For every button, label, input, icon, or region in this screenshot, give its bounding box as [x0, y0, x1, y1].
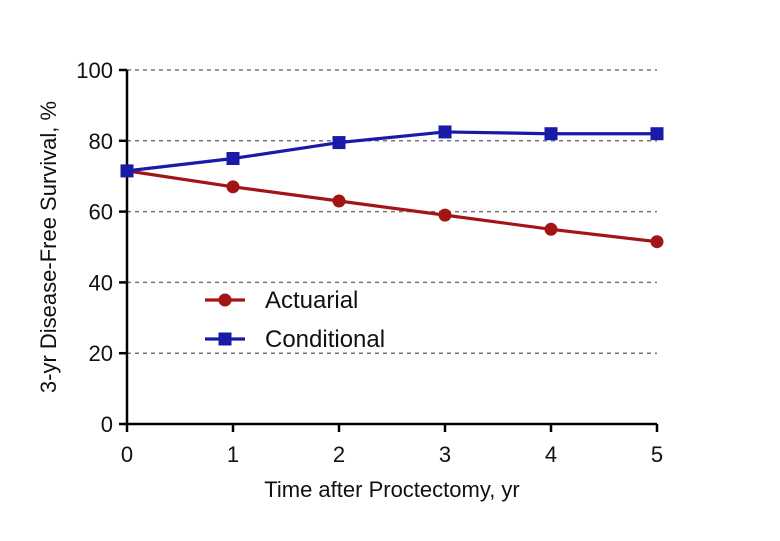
data-point-conditional: [650, 127, 664, 141]
data-point-conditional: [226, 152, 240, 165]
y-tick-label: 40: [89, 270, 113, 295]
tick-labels: 0 20 40 60 80 100 0 1 2 3 4 5: [76, 58, 663, 467]
data-point-actuarial: [226, 180, 240, 194]
x-tick-label: 0: [121, 442, 133, 467]
x-tick-label: 5: [651, 442, 663, 467]
data-point-conditional: [438, 125, 452, 139]
data-point-conditional: [120, 164, 134, 178]
data-point-conditional: [332, 136, 346, 150]
x-axis-title: Time after Proctectomy, yr: [264, 477, 520, 502]
axes: [119, 68, 659, 432]
data-point-actuarial: [332, 194, 346, 208]
x-tick-label: 4: [545, 442, 557, 467]
x-tick-label: 1: [227, 442, 239, 467]
x-tick-label: 3: [439, 442, 451, 467]
data-point-actuarial: [544, 222, 558, 236]
series-line-actuarial: [126, 169, 658, 244]
data-point-actuarial: [438, 208, 452, 222]
y-tick-label: 60: [89, 200, 113, 225]
series-line-conditional: [126, 130, 657, 173]
y-tick-label: 0: [101, 412, 113, 437]
grid-lines: [127, 69, 657, 354]
legend-label-conditional: Conditional: [265, 326, 385, 353]
legend-label-actuarial: Actuarial: [265, 287, 358, 314]
legend-marker-actuarial: [218, 293, 232, 307]
legend-marker-conditional: [218, 332, 232, 346]
y-tick-label: 100: [76, 58, 113, 83]
data-point-conditional: [544, 127, 558, 141]
legend: Actuarial Conditional: [205, 287, 385, 353]
data-point-actuarial: [650, 235, 664, 249]
x-tick-label: 2: [333, 442, 345, 467]
series: [120, 125, 664, 249]
y-axis-title: 3-yr Disease-Free Survival, %: [36, 101, 61, 393]
y-tick-label: 80: [89, 129, 113, 154]
y-tick-label: 20: [89, 341, 113, 366]
